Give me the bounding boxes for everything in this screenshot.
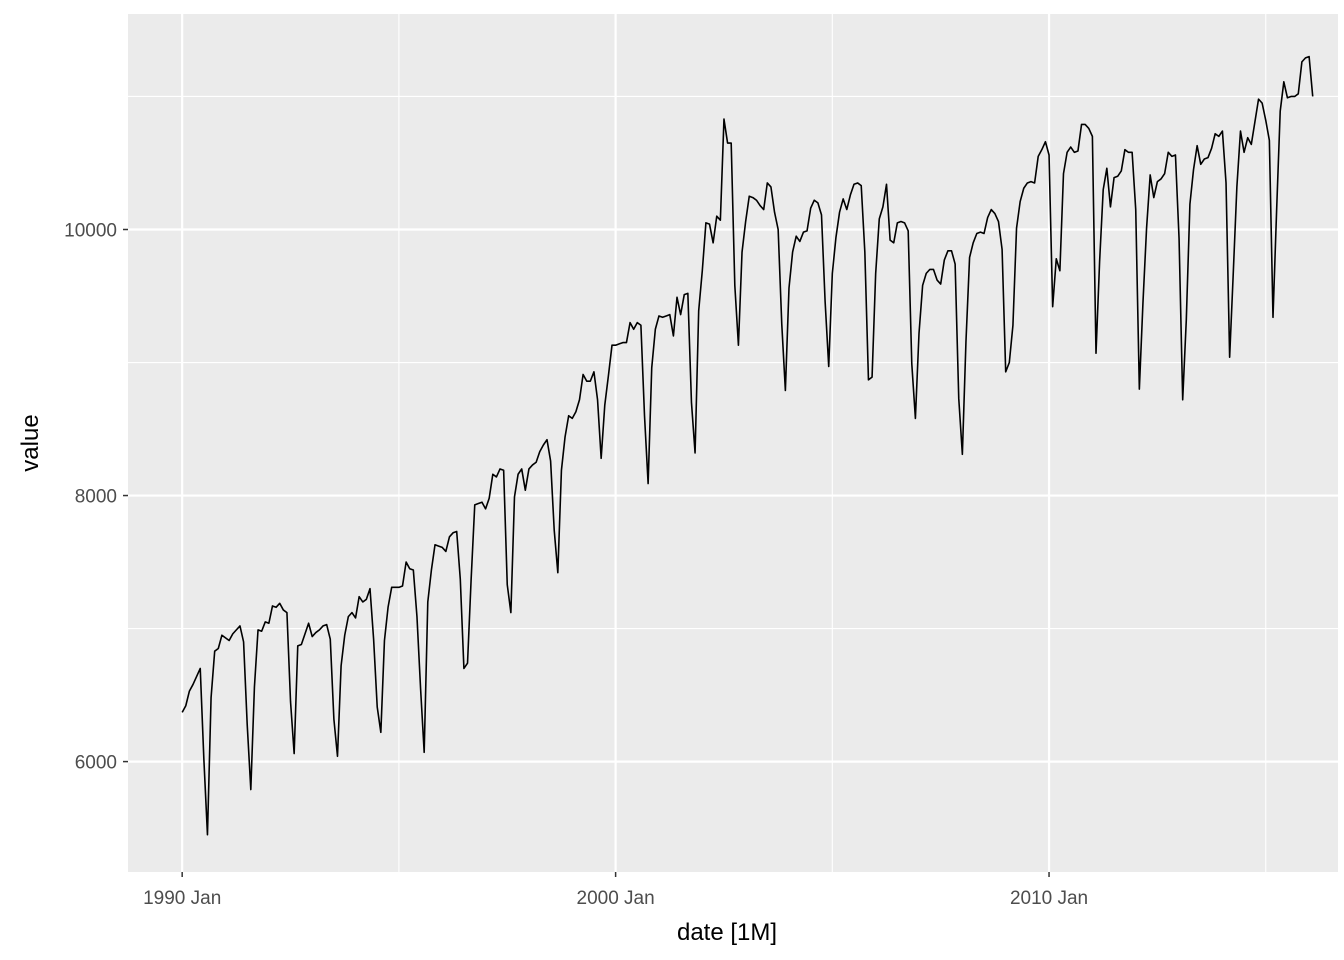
x-tick-label: 1990 Jan	[143, 888, 221, 909]
y-tick-label: 6000	[75, 753, 117, 774]
y-axis-title: value	[17, 414, 44, 471]
plot-panel	[128, 14, 1338, 872]
x-axis: 1990 Jan 2000 Jan 2010 Jan	[143, 872, 1088, 909]
y-axis: 6000 8000 10000	[64, 220, 128, 774]
y-tick-label: 10000	[64, 220, 117, 241]
series-line	[181, 55, 1314, 836]
x-tick-label: 2010 Jan	[1010, 888, 1088, 909]
x-tick-label: 2000 Jan	[577, 888, 655, 909]
x-axis-title: date [1M]	[677, 919, 777, 946]
y-tick-label: 8000	[75, 487, 117, 508]
minor-gridlines	[128, 14, 1338, 872]
